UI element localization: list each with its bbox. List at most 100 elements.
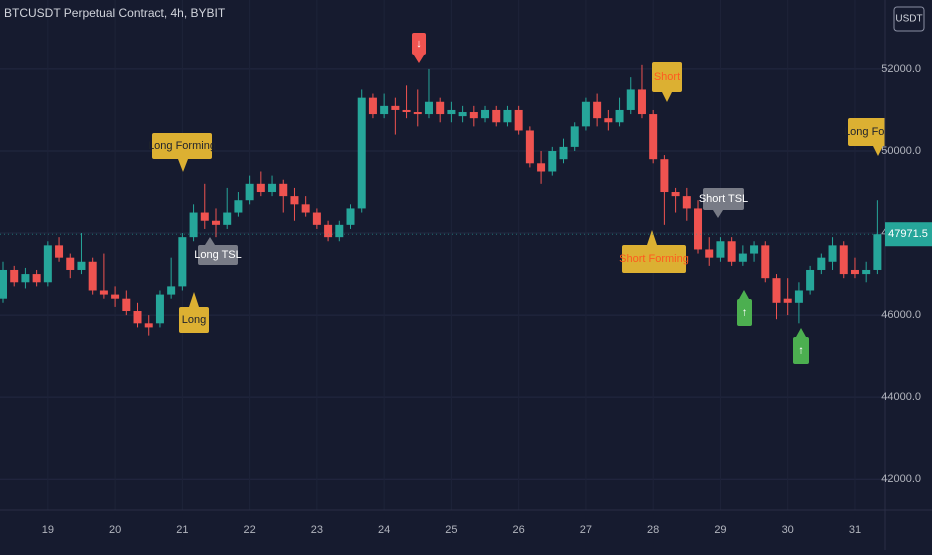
candle-body — [604, 118, 613, 123]
candle-body — [738, 253, 747, 262]
candle-body — [122, 298, 131, 312]
x-tick-label: 19 — [42, 524, 54, 536]
axes: 42000.044000.046000.048000.050000.052000… — [42, 63, 932, 536]
candle-body — [335, 224, 344, 238]
last-price-tag — [885, 222, 932, 247]
annotation-pointer — [414, 55, 424, 63]
annotation-label: Short TSL — [699, 193, 748, 205]
candle-body — [716, 241, 725, 258]
candle-body — [492, 109, 501, 123]
candle-body — [839, 245, 848, 275]
x-tick-label: 25 — [445, 524, 457, 536]
annotation-box — [793, 337, 809, 364]
candle-body — [447, 109, 456, 115]
candle-body — [368, 97, 377, 115]
candle-body — [694, 208, 703, 250]
candle-body — [469, 112, 478, 119]
candle-body — [234, 200, 243, 213]
candle-body — [862, 269, 871, 275]
x-tick-label: 30 — [782, 524, 794, 536]
candle-body — [211, 220, 220, 225]
candle-body — [268, 183, 277, 193]
currency-label[interactable]: USDT — [895, 14, 922, 25]
x-tick-label: 21 — [176, 524, 188, 536]
x-tick-label: 28 — [647, 524, 659, 536]
candle-body — [503, 109, 512, 123]
x-tick-label: 27 — [580, 524, 592, 536]
candle-body — [43, 245, 52, 283]
x-tick-label: 29 — [714, 524, 726, 536]
annotation-box — [652, 62, 682, 92]
candle-body — [133, 311, 142, 324]
annotation-box — [848, 118, 885, 146]
x-tick-label: 20 — [109, 524, 121, 536]
annotation-pointer — [205, 237, 215, 245]
annotation-label: ↓ — [416, 38, 422, 50]
annotation-label: ↑ — [742, 306, 748, 318]
annotation-box — [179, 307, 209, 333]
y-tick-label: 44000.0 — [881, 391, 921, 403]
candle-body — [660, 159, 669, 193]
candle-body — [481, 109, 490, 119]
candle-body — [357, 97, 366, 209]
candle-body — [772, 278, 781, 303]
candle-body — [189, 212, 198, 238]
candle-body — [873, 234, 882, 270]
annotation-label: Short Forming — [619, 253, 689, 265]
candle-body — [167, 286, 176, 295]
candle-body — [458, 112, 467, 117]
annotation-pointer — [662, 92, 672, 102]
last-price-label: 47971.5 — [888, 228, 928, 240]
candle-body — [783, 298, 792, 303]
annotation-pointer — [178, 159, 188, 172]
candle-body — [559, 146, 568, 160]
candle-body — [245, 183, 254, 201]
candle-body — [0, 269, 7, 299]
candle-body — [155, 294, 164, 324]
candle-body — [10, 269, 19, 283]
annotation-pointer — [796, 328, 806, 337]
candle-body — [828, 245, 837, 262]
annotation-label: Long Forming — [844, 126, 912, 138]
candle-body — [537, 163, 546, 172]
candle-body — [817, 257, 826, 270]
candle-body — [144, 323, 153, 328]
candle-body — [77, 261, 86, 270]
x-tick-label: 23 — [311, 524, 323, 536]
x-tick-label: 22 — [243, 524, 255, 536]
candle-body — [279, 183, 288, 197]
candle-body — [525, 130, 534, 164]
candle-body — [424, 101, 433, 115]
candle-body — [111, 294, 120, 299]
candle-body — [649, 114, 658, 160]
y-tick-label: 42000.0 — [881, 473, 921, 485]
annotation-box — [198, 245, 238, 265]
currency-button[interactable] — [893, 6, 925, 32]
candle-body — [256, 183, 265, 193]
annotation-pointer — [189, 292, 199, 307]
candle-body — [312, 212, 321, 225]
plot-area: Long Forming Long Long TSL ↓ Short Short Form… — [0, 33, 912, 364]
annotation-label: Long TSL — [194, 249, 242, 261]
candle-body — [290, 196, 299, 205]
candle-body — [727, 241, 736, 262]
candle-body — [391, 105, 400, 110]
candle-body — [402, 109, 411, 113]
annotation-box — [703, 188, 744, 210]
candle-body — [593, 101, 602, 119]
candle-body — [301, 204, 310, 213]
annotation-pointer — [647, 230, 657, 245]
y-tick-label: 52000.0 — [881, 63, 921, 75]
candle-body — [750, 245, 759, 254]
annotation-label: ↑ — [798, 344, 804, 356]
candle-body — [66, 257, 75, 270]
candle-body — [570, 126, 579, 147]
candle-body — [581, 101, 590, 127]
candle-body — [380, 105, 389, 115]
annotation-box — [152, 133, 212, 159]
candle-body — [436, 101, 445, 115]
candle-body — [705, 249, 714, 258]
